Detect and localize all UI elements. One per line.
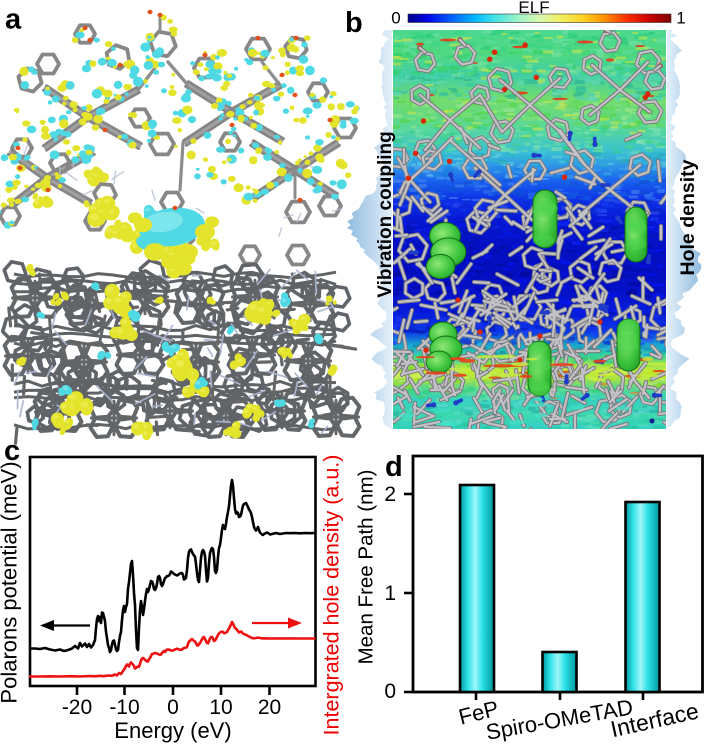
svg-text:10: 10 xyxy=(209,696,232,719)
svg-text:b: b xyxy=(345,7,363,39)
svg-text:0: 0 xyxy=(167,696,179,719)
svg-text:Vibration coupling: Vibration coupling xyxy=(375,131,396,297)
svg-text:0: 0 xyxy=(384,680,396,703)
svg-text:Hole density: Hole density xyxy=(677,159,699,275)
svg-text:1: 1 xyxy=(676,9,685,28)
svg-text:Mean Free Path (nm): Mean Free Path (nm) xyxy=(355,470,378,665)
svg-text:c: c xyxy=(4,435,20,467)
svg-text:2: 2 xyxy=(384,483,396,506)
svg-text:Intergrated hole density (a.u.: Intergrated hole density (a.u.) xyxy=(320,455,344,736)
svg-text:ELF: ELF xyxy=(518,0,549,17)
svg-text:20: 20 xyxy=(258,696,281,719)
svg-text:d: d xyxy=(385,451,403,483)
svg-text:-10: -10 xyxy=(109,696,139,719)
svg-text:Energy (eV): Energy (eV) xyxy=(114,718,231,743)
svg-text:Polarons potential (meV): Polarons potential (meV) xyxy=(0,461,22,703)
svg-text:1: 1 xyxy=(384,582,396,605)
svg-text:0: 0 xyxy=(391,9,400,28)
svg-text:-20: -20 xyxy=(62,696,92,719)
svg-text:a: a xyxy=(5,4,22,36)
